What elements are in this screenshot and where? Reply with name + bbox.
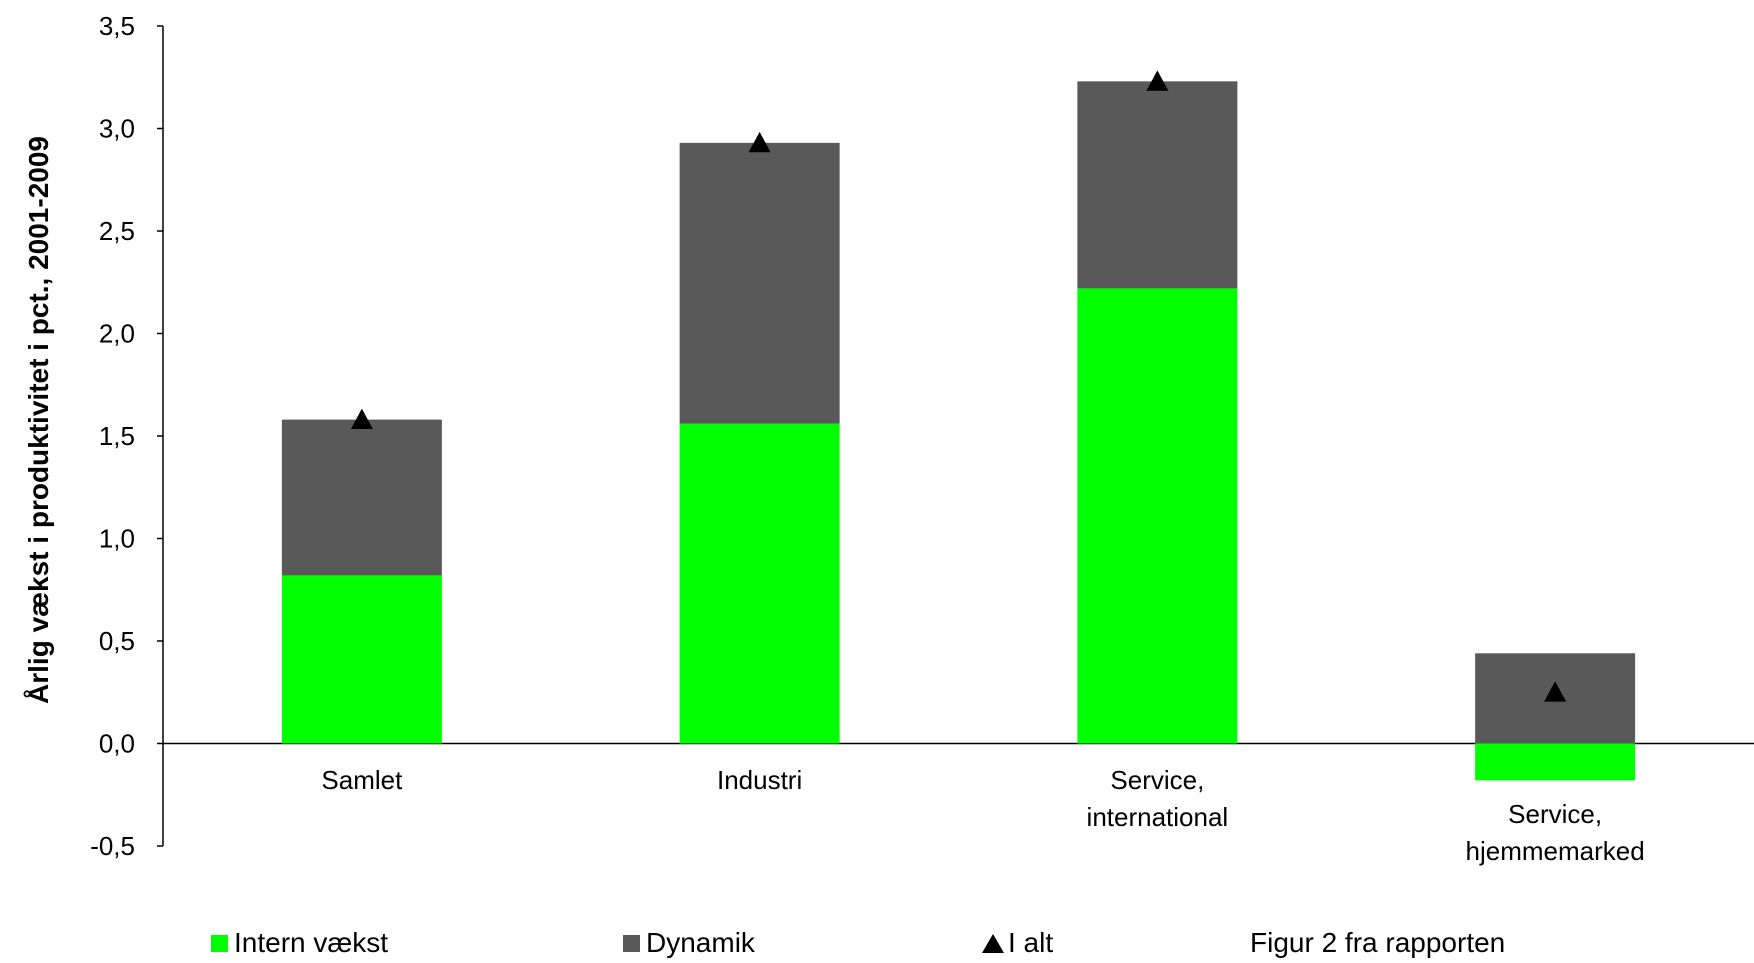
legend-dynamik-label: Dynamik	[646, 927, 755, 958]
total-markers	[350, 70, 1567, 702]
legend-intern: Intern vækst	[211, 925, 388, 961]
y-tick-label: 2,5	[99, 216, 135, 246]
category-label: Industri	[717, 765, 802, 795]
total-marker-triangle	[350, 408, 373, 429]
total-marker-triangle	[1544, 681, 1567, 702]
legend-total: I alt	[982, 925, 1053, 961]
bar-intern-vækst	[1077, 288, 1238, 744]
y-tick-label: 0,5	[99, 626, 135, 656]
bar-intern-vækst	[281, 575, 442, 744]
figure-caption: Figur 2 fra rapporten	[1250, 927, 1506, 958]
bar-dynamik	[281, 419, 442, 576]
legend-total-label: I alt	[1008, 927, 1054, 958]
bar-dynamik	[679, 142, 840, 424]
y-tick-label: 1,5	[99, 421, 135, 451]
legend-intern-swatch	[211, 934, 228, 952]
total-marker-triangle	[1146, 70, 1169, 91]
legend-dynamik: Dynamik	[623, 925, 755, 961]
bars	[281, 81, 1636, 781]
legend-intern-label: Intern vækst	[234, 927, 389, 958]
y-tick-label: 1,0	[99, 524, 135, 554]
legend-triangle-icon	[982, 933, 1004, 953]
category-label: hjemmemarked	[1466, 836, 1645, 866]
y-tick-label: -0,5	[90, 831, 135, 861]
bar-dynamik	[1077, 81, 1238, 289]
total-marker-triangle	[748, 131, 771, 153]
category-label: Service,	[1508, 799, 1602, 829]
legend-dynamik-swatch	[623, 934, 640, 952]
y-tick-label: 3,0	[99, 114, 135, 144]
y-axis-title: Årlig vækst i produktivitet i pct., 2001…	[23, 136, 54, 704]
category-labels: Samlet Industri Service, international Servi…	[321, 765, 1644, 866]
category-label: Samlet	[321, 765, 403, 795]
category-label: Service,	[1110, 765, 1204, 795]
y-tick-label: 2,0	[99, 319, 135, 349]
y-tick-label: 0,0	[99, 729, 135, 759]
bar-intern-vækst	[679, 423, 840, 744]
y-tick-label: 3,5	[99, 11, 135, 41]
category-label: international	[1087, 802, 1229, 832]
chart: 3,5 3,0 2,5 2,0 1,5 1,0 0,5 0,0 -0,5 Samlet Indus…	[23, 11, 1754, 866]
bar-intern-vækst	[1475, 743, 1636, 781]
